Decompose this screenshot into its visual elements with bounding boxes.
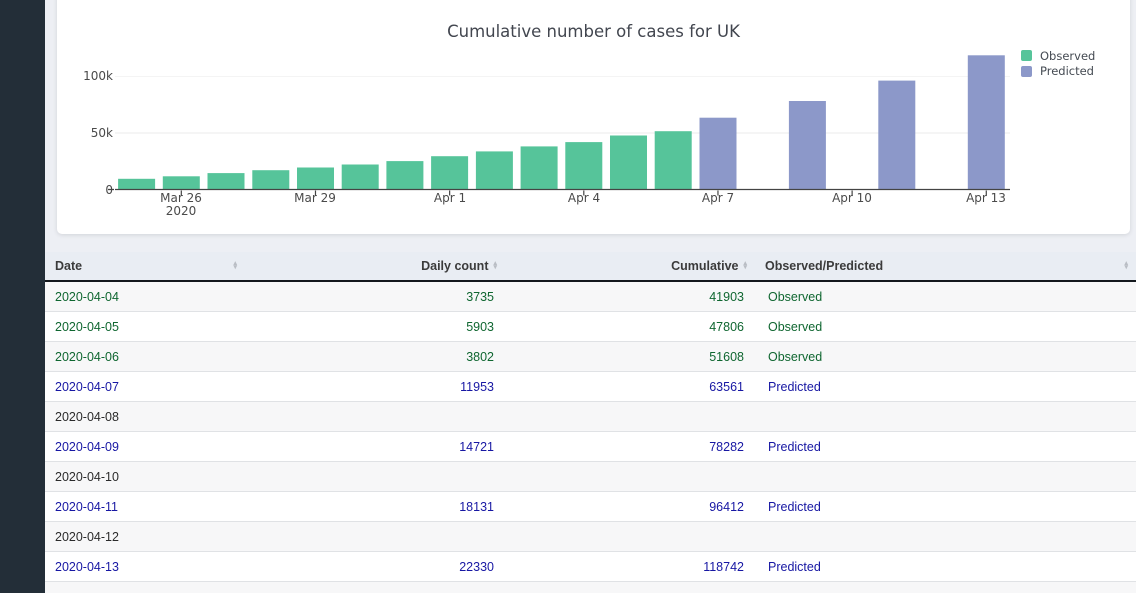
x-axis-label-mar-26: Mar 26 2020 [160, 191, 202, 218]
table-row-2020-04-09: 2020-04-09 14721 78282 Predicted [45, 432, 1136, 462]
legend-item-observed[interactable]: Observed [1021, 48, 1095, 64]
date-cell[interactable]: 2020-04-06 [55, 349, 119, 364]
bar-observed-2020-04-02[interactable] [475, 151, 513, 190]
daily-count-cell[interactable]: 18131 [459, 499, 494, 514]
cumulative-cell[interactable]: 96412 [709, 499, 744, 514]
sidebar-nav [0, 0, 45, 593]
cumulative-cell[interactable]: 47806 [709, 319, 744, 334]
bar-observed-2020-03-29[interactable] [297, 167, 334, 190]
x-axis-label-apr-13: Apr 13 [966, 191, 1006, 205]
daily-count-cell[interactable]: 22330 [459, 559, 494, 574]
daily-count-cell[interactable]: 5903 [466, 319, 494, 334]
date-cell[interactable]: 2020-04-05 [55, 319, 119, 334]
status-cell[interactable]: Predicted [768, 559, 821, 574]
table-row-partial [45, 582, 1136, 593]
legend-item-predicted[interactable]: Predicted [1021, 64, 1095, 80]
table-row-2020-04-08: 2020-04-08 [45, 402, 1136, 432]
table-row-2020-04-04: 2020-04-04 3735 41903 Observed [45, 282, 1136, 312]
x-axis-label-mar-29: Mar 29 [294, 191, 336, 205]
status-cell[interactable]: Observed [768, 349, 823, 364]
table-row-2020-04-10: 2020-04-10 [45, 462, 1136, 492]
table-body: 2020-04-04 3735 41903 Observed 2020-04-05 590… [45, 282, 1136, 582]
date-cell[interactable]: 2020-04-08 [55, 409, 119, 424]
observed-swatch-icon [1021, 50, 1032, 62]
column-header-observed-predicted[interactable]: Observed/Predicted ▴ ▾ [755, 252, 1136, 280]
bar-observed-2020-03-26[interactable] [162, 176, 200, 190]
status-cell[interactable]: Observed [768, 289, 823, 304]
cumulative-cell[interactable]: 41903 [709, 289, 744, 304]
bar-predicted-2020-04-07[interactable] [699, 117, 737, 190]
date-cell[interactable]: 2020-04-12 [55, 529, 119, 544]
x-axis-label-apr-4: Apr 4 [567, 191, 601, 205]
bar-observed-2020-04-06[interactable] [654, 131, 692, 190]
cumulative-cell[interactable]: 63561 [709, 379, 744, 394]
bar-observed-2020-03-31[interactable] [386, 161, 424, 190]
column-label: Date [55, 259, 83, 273]
y-axis-tick-50k: 50k [90, 126, 113, 140]
bar-observed-2020-03-27[interactable] [207, 173, 245, 190]
bar-predicted-2020-04-11[interactable] [878, 80, 916, 190]
sort-icon[interactable]: ▴ ▾ [1124, 260, 1128, 271]
sort-icon[interactable]: ▴ ▾ [743, 260, 747, 271]
table-row-2020-04-12: 2020-04-12 [45, 522, 1136, 552]
table-row-2020-04-07: 2020-04-07 11953 63561 Predicted [45, 372, 1136, 402]
column-label: Daily count [421, 259, 489, 273]
bar-observed-2020-04-05[interactable] [610, 135, 647, 190]
column-label: Cumulative [671, 259, 739, 273]
status-cell[interactable]: Predicted [768, 379, 821, 394]
date-cell[interactable]: 2020-04-09 [55, 439, 119, 454]
chart-card [57, 0, 1130, 234]
table-row-2020-04-05: 2020-04-05 5903 47806 Observed [45, 312, 1136, 342]
chart-plot-area [108, 55, 1010, 196]
bar-observed-2020-04-04[interactable] [565, 142, 603, 190]
table-header-row: Date ▴ ▾ Daily count ▴ ▾ Cumulative ▴ ▾ Observed/… [45, 252, 1136, 282]
date-cell[interactable]: 2020-04-04 [55, 289, 119, 304]
date-cell[interactable]: 2020-04-07 [55, 379, 119, 394]
sort-icon[interactable]: ▴ ▾ [233, 260, 237, 271]
bar-observed-2020-03-30[interactable] [341, 164, 379, 190]
bar-predicted-2020-04-09[interactable] [788, 101, 826, 190]
chart-title: Cumulative number of cases for UK [447, 22, 740, 41]
x-axis-label-apr-7: Apr 7 [701, 191, 735, 205]
daily-count-cell[interactable]: 14721 [459, 439, 494, 454]
status-cell[interactable]: Predicted [768, 499, 821, 514]
bar-observed-2020-03-28[interactable] [252, 170, 290, 190]
date-cell[interactable]: 2020-04-10 [55, 469, 119, 484]
chart-legend: Observed Predicted [1021, 48, 1095, 79]
date-cell[interactable]: 2020-04-13 [55, 559, 119, 574]
status-cell[interactable]: Predicted [768, 439, 821, 454]
x-axis-label-apr-1: Apr 1 [433, 191, 467, 205]
daily-count-cell[interactable]: 3802 [466, 349, 494, 364]
status-cell[interactable]: Observed [768, 319, 823, 334]
column-header-date[interactable]: Date ▴ ▾ [45, 252, 245, 280]
cumulative-cell[interactable]: 51608 [709, 349, 744, 364]
daily-count-cell[interactable]: 11953 [460, 379, 494, 394]
date-cell[interactable]: 2020-04-11 [55, 499, 119, 514]
table-row-2020-04-06: 2020-04-06 3802 51608 Observed [45, 342, 1136, 372]
bar-predicted-2020-04-13[interactable] [967, 55, 1005, 190]
daily-count-cell[interactable]: 3735 [466, 289, 494, 304]
predicted-swatch-icon [1021, 65, 1032, 77]
column-label: Observed/Predicted [765, 259, 884, 273]
bar-observed-2020-04-03[interactable] [520, 146, 558, 190]
legend-label-observed: Observed [1040, 48, 1096, 63]
legend-label-predicted: Predicted [1040, 64, 1094, 79]
column-header-daily-count[interactable]: Daily count ▴ ▾ [245, 252, 505, 280]
column-header-cumulative[interactable]: Cumulative ▴ ▾ [505, 252, 755, 280]
bar-observed-2020-04-01[interactable] [431, 156, 469, 190]
sort-icon[interactable]: ▴ ▾ [493, 260, 497, 271]
cumulative-cell[interactable]: 78282 [709, 439, 744, 454]
x-axis-label-apr-10: Apr 10 [832, 191, 872, 205]
table-row-2020-04-11: 2020-04-11 18131 96412 Predicted [45, 492, 1136, 522]
cumulative-cell[interactable]: 118742 [703, 559, 744, 574]
table-row-2020-04-13: 2020-04-13 22330 118742 Predicted [45, 552, 1136, 582]
y-axis-tick-100k: 100k [83, 69, 113, 83]
cases-data-table: Date ▴ ▾ Daily count ▴ ▾ Cumulative ▴ ▾ Observed/… [45, 252, 1136, 582]
bar-observed-2020-03-25[interactable] [118, 178, 156, 190]
